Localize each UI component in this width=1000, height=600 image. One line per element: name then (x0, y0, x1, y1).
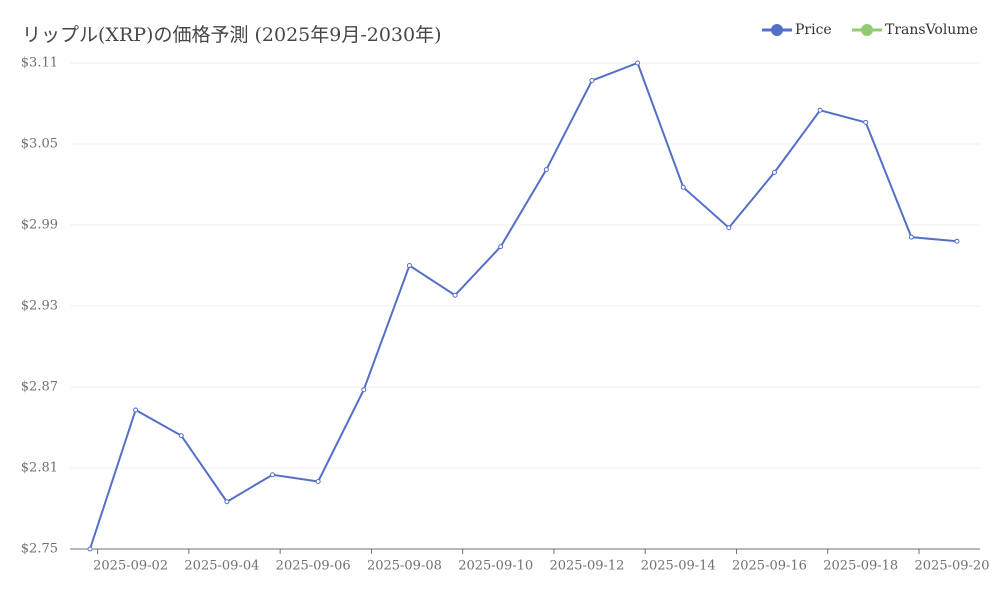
x-tick-label: 2025-09-16 (732, 559, 807, 574)
y-tick-label: $2.81 (21, 461, 58, 476)
point (361, 387, 367, 393)
point (406, 263, 412, 268)
y-tick-label: $3.11 (21, 56, 58, 71)
point (680, 184, 686, 190)
point (771, 169, 777, 175)
point (908, 234, 914, 240)
line (89, 61, 958, 550)
point (543, 167, 549, 173)
y-tick-label: $3.05 (21, 137, 58, 152)
x-tick-label: 2025-09-18 (823, 559, 898, 574)
point (498, 244, 504, 250)
y-tick-label: $2.99 (21, 218, 58, 233)
point (589, 78, 595, 84)
point (635, 60, 641, 66)
x-tick-label: 2025-09-12 (549, 559, 624, 574)
point (133, 407, 139, 413)
point (270, 472, 276, 478)
point (817, 107, 823, 113)
x-tick-label: 2025-09-04 (184, 559, 259, 574)
x-tick-label: 2025-09-08 (367, 559, 442, 574)
point (315, 479, 321, 484)
x-tick-label: 2025-09-06 (276, 559, 351, 574)
y-tick-label: $2.75 (21, 542, 58, 557)
legend-swatch-dot (771, 24, 783, 36)
x-tick-label: 2025-09-10 (458, 559, 533, 574)
x-tick-label: 2025-09-20 (915, 559, 990, 574)
y-tick-label: $2.87 (21, 380, 58, 395)
y-tick-label: $2.93 (21, 299, 58, 314)
x-tick-label: 2025-09-02 (93, 559, 168, 574)
point (87, 546, 93, 552)
point (726, 225, 732, 231)
legend-label: Price (795, 22, 832, 38)
legend-swatch-dot (861, 24, 873, 36)
chart-title: リップル(XRP)の価格予測 (2025年9月-2030年) (22, 24, 442, 46)
point (452, 292, 458, 298)
point (178, 433, 184, 439)
point (954, 238, 960, 244)
legend-label: TransVolume (885, 22, 978, 38)
point (224, 499, 230, 505)
point (863, 119, 869, 125)
x-tick-label: 2025-09-14 (641, 559, 716, 574)
